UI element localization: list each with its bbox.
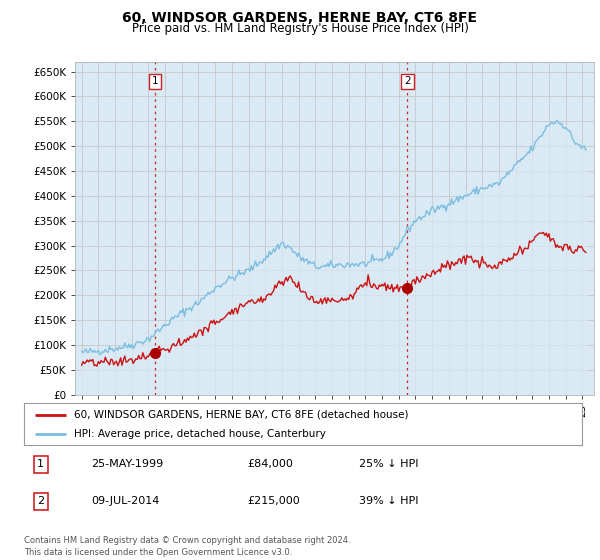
Text: 39% ↓ HPI: 39% ↓ HPI [359, 496, 418, 506]
Text: 09-JUL-2014: 09-JUL-2014 [91, 496, 160, 506]
Text: 1: 1 [37, 459, 44, 469]
Text: Price paid vs. HM Land Registry's House Price Index (HPI): Price paid vs. HM Land Registry's House … [131, 22, 469, 35]
Text: 60, WINDSOR GARDENS, HERNE BAY, CT6 8FE: 60, WINDSOR GARDENS, HERNE BAY, CT6 8FE [122, 11, 478, 25]
Text: 1: 1 [151, 77, 158, 86]
Text: Contains HM Land Registry data © Crown copyright and database right 2024.
This d: Contains HM Land Registry data © Crown c… [24, 536, 350, 557]
Text: 2: 2 [37, 496, 44, 506]
Text: 60, WINDSOR GARDENS, HERNE BAY, CT6 8FE (detached house): 60, WINDSOR GARDENS, HERNE BAY, CT6 8FE … [74, 409, 409, 419]
Text: £215,000: £215,000 [247, 496, 300, 506]
Text: 25-MAY-1999: 25-MAY-1999 [91, 459, 163, 469]
Text: £84,000: £84,000 [247, 459, 293, 469]
Text: HPI: Average price, detached house, Canterbury: HPI: Average price, detached house, Cant… [74, 429, 326, 439]
Text: 25% ↓ HPI: 25% ↓ HPI [359, 459, 418, 469]
Text: 2: 2 [404, 77, 411, 86]
